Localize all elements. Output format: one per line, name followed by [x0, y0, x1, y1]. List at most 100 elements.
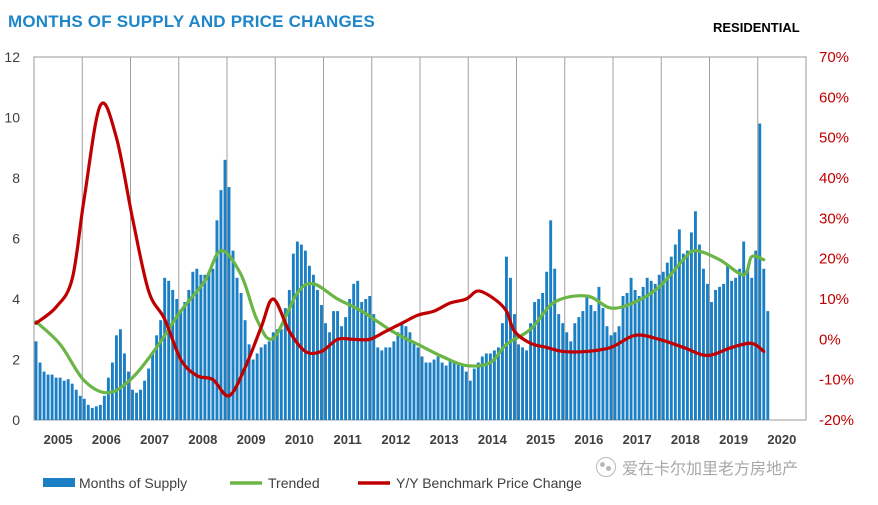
supply-bar	[625, 292, 629, 420]
supply-bar	[199, 274, 203, 420]
supply-bar	[42, 371, 46, 420]
supply-bar	[392, 341, 396, 420]
supply-bar	[259, 347, 263, 420]
supply-bar	[525, 350, 528, 420]
supply-bar	[316, 289, 319, 420]
supply-bar	[86, 404, 90, 420]
supply-bar	[271, 332, 275, 420]
supply-bar	[295, 241, 299, 420]
supply-bar	[267, 341, 271, 420]
supply-bar	[356, 280, 360, 420]
supply-bar	[581, 311, 585, 420]
supply-bar	[283, 308, 287, 420]
y-left-tick-label: 8	[12, 170, 20, 186]
supply-bar	[448, 359, 452, 420]
y-right-tick-label: 50%	[819, 130, 849, 147]
supply-bar	[352, 283, 356, 420]
supply-bar	[521, 347, 524, 420]
supply-bar	[677, 229, 681, 420]
supply-bar	[577, 317, 581, 420]
y-left-tick-label: 6	[12, 231, 20, 247]
supply-bar	[235, 277, 239, 420]
supply-bar	[70, 383, 74, 420]
y-right-tick-label: 70%	[819, 49, 849, 66]
supply-bar	[484, 353, 488, 420]
supply-bar	[364, 299, 368, 420]
supply-bar	[517, 344, 520, 420]
supply-bar	[621, 295, 625, 420]
supply-bar	[754, 250, 758, 420]
supply-bar	[38, 362, 42, 420]
supply-bar	[685, 250, 689, 420]
supply-bar	[46, 374, 50, 420]
supply-bar	[698, 244, 701, 420]
y-right-tick-label: 40%	[819, 170, 849, 187]
supply-bar	[332, 311, 335, 420]
y-right-tick-label: -10%	[819, 372, 854, 389]
supply-bar	[163, 277, 167, 420]
supply-bar	[420, 356, 424, 420]
supply-bar	[119, 329, 122, 420]
y-right-tick-label: 60%	[819, 89, 849, 106]
x-tick-label: 2017	[623, 432, 652, 447]
supply-bar	[239, 292, 243, 420]
supply-bar	[348, 299, 352, 420]
supply-bar	[456, 362, 460, 420]
y-left-tick-label: 12	[4, 49, 20, 65]
supply-bar	[436, 356, 440, 420]
supply-bar	[468, 380, 472, 420]
supply-bar	[195, 268, 199, 420]
supply-bar	[247, 344, 251, 420]
supply-bar	[82, 398, 86, 420]
supply-bar	[114, 335, 118, 420]
supply-bar	[139, 389, 142, 420]
supply-bar	[573, 323, 577, 420]
supply-bar	[324, 323, 327, 420]
supply-bar	[589, 305, 593, 420]
supply-bar	[388, 347, 392, 420]
supply-bar	[127, 371, 130, 420]
x-tick-label: 2018	[671, 432, 700, 447]
supply-bar	[34, 341, 38, 420]
supply-bar	[742, 241, 746, 420]
supply-bar	[585, 295, 589, 420]
supply-bar	[702, 268, 705, 420]
supply-bar	[74, 389, 78, 420]
supply-bar	[336, 311, 340, 420]
supply-bar	[159, 320, 163, 420]
supply-bar	[187, 289, 191, 420]
supply-bar	[553, 268, 557, 420]
supply-bar	[669, 256, 673, 420]
supply-bar	[94, 406, 98, 420]
y-right-tick-label: 30%	[819, 210, 849, 227]
supply-bar	[179, 311, 183, 420]
supply-bar	[549, 220, 553, 420]
supply-bar	[673, 244, 677, 420]
watermark-text: 爱在卡尔加里老方房地产	[622, 461, 799, 478]
x-tick-label: 2006	[92, 432, 121, 447]
supply-bar	[62, 380, 66, 420]
supply-bar	[629, 277, 633, 420]
supply-bar	[207, 271, 211, 420]
y-left-tick-label: 2	[12, 352, 20, 368]
supply-bar	[396, 332, 400, 420]
supply-bar	[496, 347, 500, 420]
supply-bar	[384, 347, 388, 420]
supply-bar	[66, 379, 70, 420]
supply-bar	[734, 277, 738, 420]
x-tick-label: 2016	[574, 432, 603, 447]
supply-bar	[533, 302, 537, 420]
supply-bar	[404, 326, 408, 420]
supply-bar	[320, 305, 323, 420]
supply-bar	[617, 326, 621, 420]
supply-bar	[513, 314, 516, 420]
supply-bar	[263, 344, 267, 420]
y-left-tick-label: 0	[12, 412, 20, 428]
supply-bar	[689, 232, 693, 420]
y-left-tick-label: 4	[12, 291, 20, 307]
supply-bar	[452, 362, 456, 420]
supply-bar	[50, 374, 54, 420]
supply-bar	[312, 274, 315, 420]
supply-bar	[661, 271, 665, 420]
supply-bar	[231, 250, 235, 420]
